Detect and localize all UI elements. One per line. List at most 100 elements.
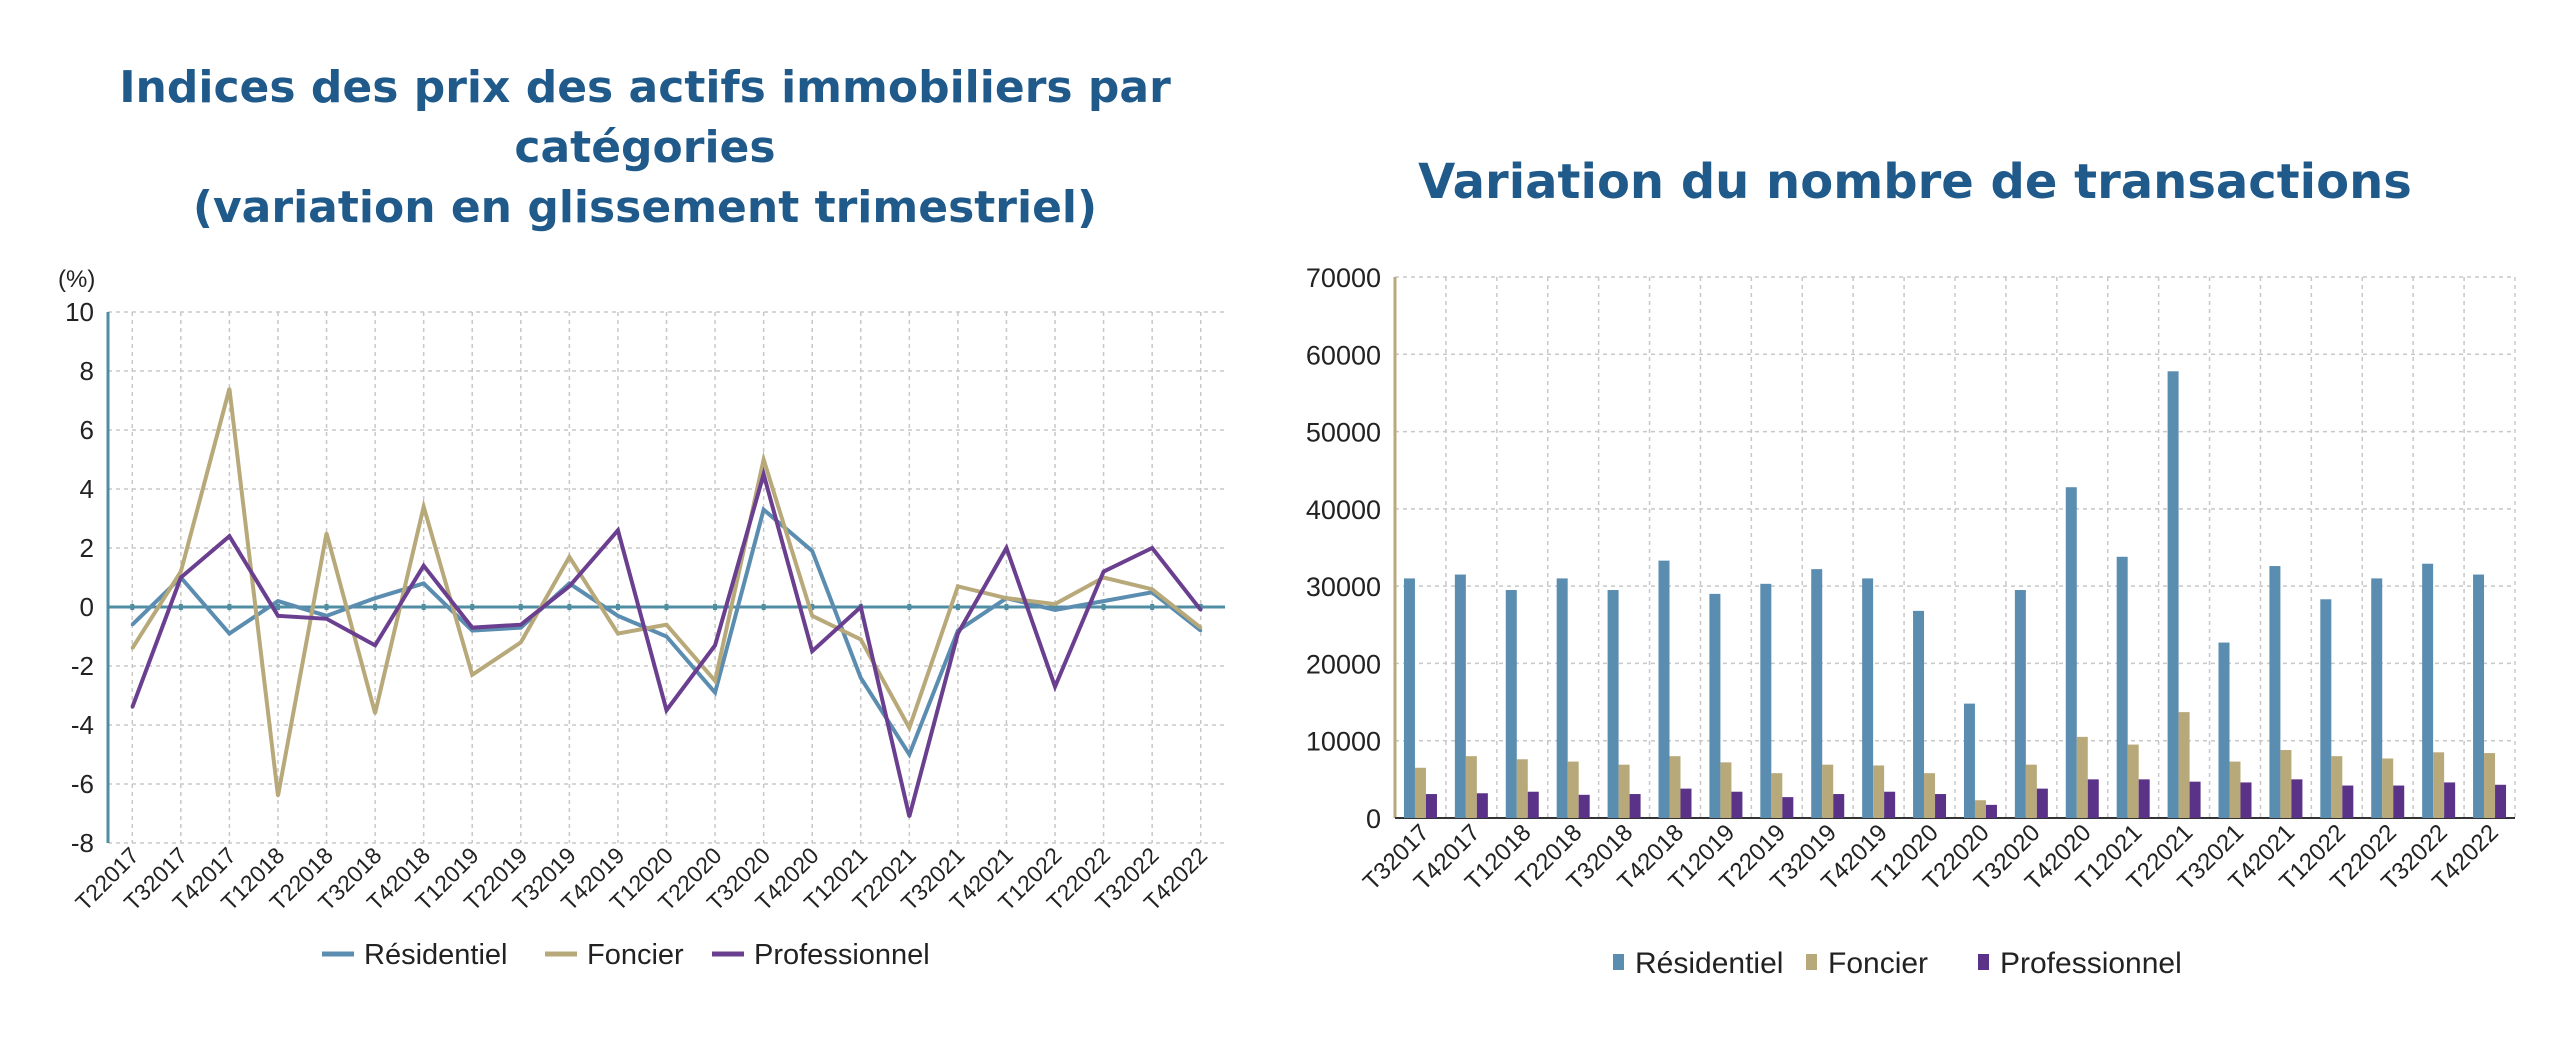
bar (1414, 767, 1426, 818)
transactions-bar-chart: 010000200003000040000500006000070000T320… (1306, 263, 2516, 980)
y-tick-label: 2 (80, 533, 94, 563)
bar (1669, 756, 1681, 818)
legend-label: Foncier (1828, 947, 1928, 980)
data-point (713, 643, 717, 647)
bar (2178, 712, 2190, 818)
bar (2433, 752, 2445, 818)
y-tick-label: 50000 (1306, 418, 1381, 448)
bar (2076, 736, 2088, 818)
data-point (130, 623, 134, 627)
data-point (422, 564, 426, 568)
data-point (519, 640, 523, 644)
bar (2444, 782, 2456, 818)
y-tick-label: 20000 (1306, 649, 1381, 679)
transactions-title: Variation du nombre de transactions (1418, 154, 2412, 210)
data-point (373, 711, 377, 715)
data-point (567, 555, 571, 559)
bar (2218, 642, 2230, 818)
y-tick-label: 0 (80, 592, 94, 622)
bar (2495, 784, 2507, 818)
data-point (1199, 626, 1203, 630)
bar (2087, 779, 2099, 818)
title-line-3: (variation en glissement trimestriel) (192, 182, 1098, 233)
data-point (373, 596, 377, 600)
data-point (1102, 599, 1106, 603)
bar (1607, 590, 1619, 818)
data-point (1053, 608, 1057, 612)
bar (1811, 569, 1823, 818)
price-index-panel: Indices des prix des actifs immobiliers … (0, 0, 1270, 1052)
data-point (1150, 546, 1154, 550)
data-point (616, 528, 620, 532)
y-tick-label: 10000 (1306, 727, 1381, 757)
bar (1833, 794, 1845, 818)
bar (1516, 759, 1528, 818)
legend-label: Foncier (587, 939, 684, 971)
bar (1963, 703, 1975, 818)
bar (2331, 756, 2343, 818)
bar (1974, 800, 1986, 818)
data-point (519, 626, 523, 630)
bar (1924, 773, 1936, 818)
bar (1782, 797, 1794, 818)
bar (2320, 599, 2332, 818)
bar (1822, 764, 1834, 818)
y-tick-label: 6 (80, 415, 94, 445)
data-point (859, 676, 863, 680)
data-point (470, 626, 474, 630)
legend-label: Résidentiel (364, 939, 507, 971)
data-point (665, 635, 668, 638)
bar (1884, 791, 1896, 818)
y-tick-label: -8 (71, 828, 94, 858)
bar (2280, 749, 2292, 818)
data-point (276, 794, 280, 798)
bar (2138, 779, 2150, 818)
y-tick-label: 40000 (1306, 495, 1381, 525)
y-tick-label: 70000 (1306, 263, 1381, 293)
y-tick-label: -6 (71, 769, 94, 799)
bar (1618, 764, 1630, 818)
data-point (859, 605, 863, 609)
bar (1505, 590, 1517, 818)
bar (1454, 574, 1466, 818)
bar (2167, 371, 2179, 818)
bar (2342, 785, 2354, 818)
bar (2473, 574, 2485, 818)
data-point (470, 629, 474, 633)
data-point (276, 599, 280, 603)
data-point (1199, 608, 1203, 612)
data-point (325, 531, 329, 535)
data-point (1053, 685, 1057, 689)
bar (1658, 560, 1670, 818)
bar (2393, 785, 2405, 818)
bar (1476, 793, 1488, 818)
bar (1567, 761, 1579, 818)
data-point (179, 576, 183, 579)
data-point (130, 646, 134, 650)
data-point (325, 617, 329, 621)
legend-label: Professionnel (754, 939, 930, 971)
bar (2189, 781, 2201, 818)
data-point (956, 632, 960, 636)
price-index-line-chart: -8-6-4-20246810(%)T22017T32017T42017T120… (58, 266, 1225, 971)
y-tick-label: -2 (71, 651, 94, 681)
legend-label: Professionnel (2000, 947, 2182, 980)
data-point (859, 637, 863, 641)
data-point (665, 708, 668, 712)
y-tick-label: 30000 (1306, 572, 1381, 602)
data-point (1199, 629, 1203, 633)
data-point (325, 614, 329, 618)
data-point (665, 623, 668, 627)
data-point (422, 581, 426, 585)
bar (2229, 761, 2241, 818)
data-point (713, 679, 717, 683)
y-unit-label: (%) (58, 266, 95, 293)
data-point (373, 643, 377, 647)
data-point (227, 387, 231, 391)
y-tick-label: 10 (65, 297, 94, 327)
bar (1935, 794, 1947, 818)
bar (1862, 578, 1874, 818)
legend-swatch (1978, 954, 1989, 970)
data-point (227, 534, 231, 538)
data-point (1004, 596, 1008, 600)
